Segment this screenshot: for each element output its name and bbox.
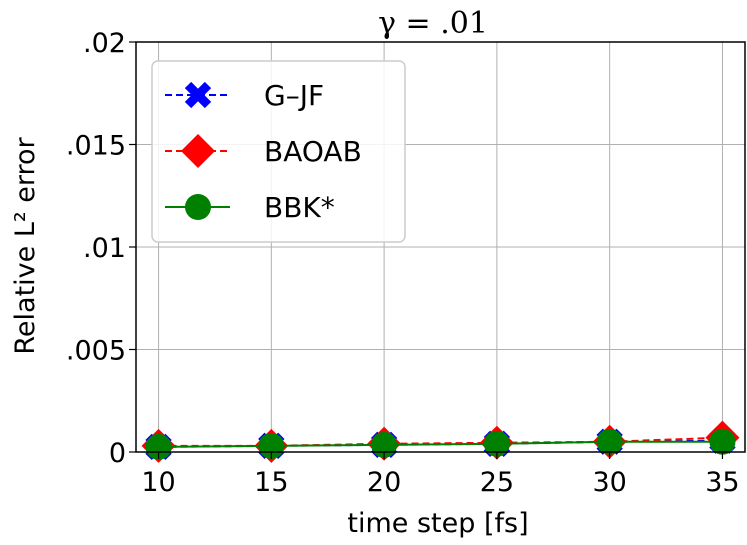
data-point — [483, 430, 510, 457]
y-tick-label: .01 — [83, 233, 126, 264]
x-tick-label: 25 — [480, 467, 514, 498]
x-tick-label: 35 — [705, 467, 739, 498]
y-tick-label: .005 — [66, 336, 126, 367]
series-circle — [145, 428, 736, 460]
legend-label: G–JF — [264, 79, 324, 112]
y-tick-label: .015 — [66, 131, 126, 162]
x-axis-label: time step [fs] — [347, 508, 528, 539]
legend-marker — [181, 134, 215, 168]
x-axis-ticks: 10 15 20 25 30 35 — [141, 452, 740, 498]
legend-marker — [185, 194, 211, 220]
data-point — [709, 428, 736, 455]
y-tick-label: 0 — [109, 438, 126, 469]
chart-title: γ = .01 — [378, 6, 488, 41]
x-tick-label: 30 — [592, 467, 626, 498]
legend-label: BBK* — [264, 191, 335, 224]
y-tick-label: .02 — [83, 28, 126, 59]
legend-box — [151, 60, 406, 243]
data-point — [596, 428, 623, 455]
legend-label: BAOAB — [264, 135, 362, 168]
legend-entry: G–JF — [165, 79, 324, 112]
x-tick-label: 15 — [254, 467, 288, 498]
series-layer — [141, 420, 740, 463]
x-tick-label: 10 — [141, 467, 175, 498]
legend-entry: BBK* — [165, 191, 335, 224]
y-axis-label: Relative L² error — [10, 136, 41, 354]
legend-marker — [184, 81, 212, 109]
x-tick-label: 20 — [367, 467, 401, 498]
data-point — [145, 433, 172, 460]
legend-entry: BAOAB — [165, 134, 362, 168]
y-axis-ticks: 0 .005 .01 .015 .02 — [66, 28, 136, 469]
legend: G–JF BAOAB BBK* — [151, 60, 406, 243]
series-line — [158, 440, 723, 448]
